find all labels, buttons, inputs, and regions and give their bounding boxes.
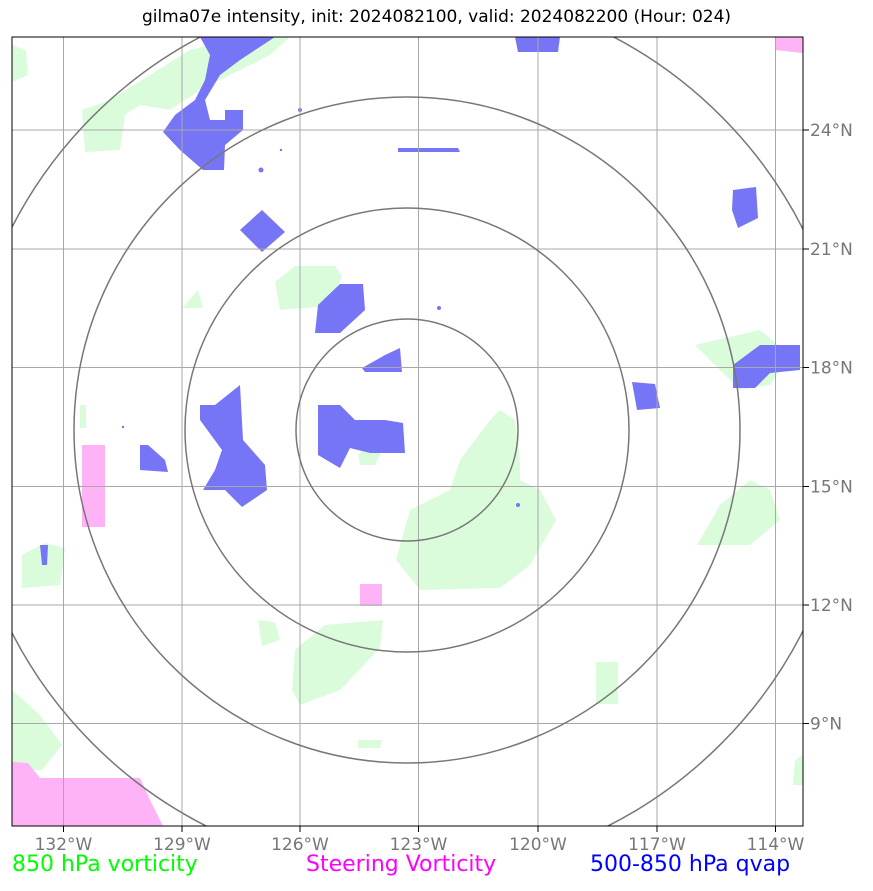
vorticity-850-region [292, 620, 383, 705]
vorticity-850-region [358, 740, 382, 748]
qvap-region [632, 382, 660, 410]
steering-vorticity-region [360, 584, 382, 606]
legend-850-vorticity: 850 hPa vorticity [12, 852, 198, 877]
y-tick-label: 21°N [810, 240, 853, 260]
qvap-region [732, 187, 758, 228]
qvap-region [362, 348, 402, 372]
x-tick-label: 123°W [390, 835, 448, 855]
y-tick-label: 24°N [810, 121, 853, 141]
qvap-region [140, 445, 168, 472]
steering-vorticity-region [775, 37, 803, 53]
x-tick-label: 117°W [628, 835, 686, 855]
range-ring [295, 318, 519, 542]
y-tick-label: 18°N [810, 359, 853, 379]
map-title: gilma07e intensity, init: 2024082100, va… [141, 7, 732, 27]
x-tick-label: 120°W [509, 835, 567, 855]
vorticity-850-region [12, 690, 62, 770]
qvap-region [279, 148, 283, 152]
vorticity-850-region [82, 37, 290, 152]
range-ring [12, 37, 803, 826]
gridlines [12, 37, 803, 826]
vorticity-850-region [596, 662, 618, 704]
qvap-region [437, 306, 441, 310]
legend-qvap: 500-850 hPa qvap [590, 852, 791, 877]
qvap-region [315, 284, 365, 333]
qvap-region [121, 425, 125, 429]
qvap-region [240, 210, 285, 252]
range-ring [73, 96, 741, 764]
steering-vorticity-contours [12, 37, 803, 826]
x-tick-labels: 132°W 129°W 126°W 123°W 120°W 117°W 114°… [35, 835, 805, 855]
vorticity-850-region [697, 480, 780, 545]
map-plot [12, 37, 803, 826]
vorticity-850-region [22, 543, 65, 588]
range-ring [184, 207, 630, 653]
y-tick-marks [803, 129, 809, 724]
vorticity-850-region [793, 755, 803, 785]
steering-vorticity-region [12, 762, 163, 826]
qvap-contours [40, 37, 800, 565]
y-tick-labels: 24°N 21°N 18°N 15°N 12°N 9°N [810, 121, 853, 735]
range-rings [12, 37, 803, 826]
vorticity-850-region [12, 45, 28, 82]
y-tick-label: 12°N [810, 596, 853, 616]
x-tick-label: 132°W [35, 835, 93, 855]
qvap-region [200, 385, 267, 507]
y-tick-label: 15°N [810, 478, 853, 498]
qvap-region [318, 405, 405, 468]
qvap-region [40, 545, 48, 565]
x-tick-label: 126°W [271, 835, 329, 855]
qvap-region [163, 37, 275, 170]
qvap-region [516, 503, 520, 507]
vorticity-850-region [258, 620, 280, 646]
plot-frame [11, 36, 804, 827]
vorticity-850-region [396, 410, 556, 590]
x-tick-label: 114°W [747, 835, 805, 855]
qvap-region [398, 148, 460, 152]
qvap-region [258, 167, 264, 173]
legend-steering-vorticity: Steering Vorticity [306, 852, 497, 877]
x-tick-label: 129°W [153, 835, 211, 855]
x-tick-marks [63, 826, 776, 832]
vorticity-850-region [182, 290, 203, 308]
vorticity-850-region [80, 405, 86, 428]
y-tick-label: 9°N [810, 715, 842, 735]
qvap-region [733, 345, 800, 388]
